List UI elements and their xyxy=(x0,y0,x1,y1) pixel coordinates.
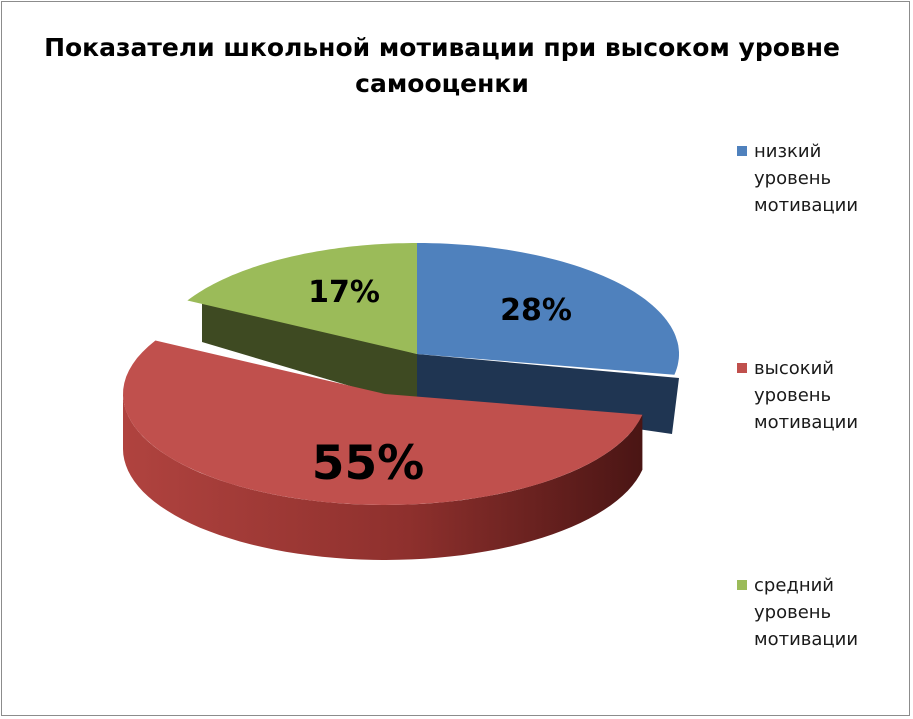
slice-side-high xyxy=(123,394,643,560)
chart-title: Показатели школьной мотивации при высоко… xyxy=(22,30,862,102)
data-label-medium: 17% xyxy=(308,275,380,310)
legend-swatch-high xyxy=(737,363,747,373)
legend-label-medium-3: мотивации xyxy=(754,629,859,650)
slice-low-motivation[interactable] xyxy=(417,243,679,375)
legend-swatch-medium xyxy=(737,580,747,590)
legend-label-low-1: низкий уровень xyxy=(754,141,832,189)
legend-label-high-2: уровень xyxy=(754,385,832,406)
legend-label-low-2: мотивации xyxy=(754,195,859,216)
data-label-high: 55% xyxy=(312,436,425,491)
chart-title-line-2: самооценки xyxy=(355,69,529,98)
chart-title-line-1: Показатели школьной мотивации при высоко… xyxy=(44,33,840,62)
slice-side-medium xyxy=(202,297,417,397)
legend-label-high-1: высокий xyxy=(754,358,834,379)
legend-swatch-low xyxy=(737,146,747,156)
slice-high-motivation[interactable] xyxy=(123,340,643,506)
legend-label-medium-2: уровень xyxy=(754,602,832,623)
slice-medium-motivation[interactable] xyxy=(187,243,417,354)
data-label-low: 28% xyxy=(500,293,572,328)
legend-label-medium-1: средний xyxy=(754,575,835,596)
legend-label-high-3: мотивации xyxy=(754,412,859,433)
